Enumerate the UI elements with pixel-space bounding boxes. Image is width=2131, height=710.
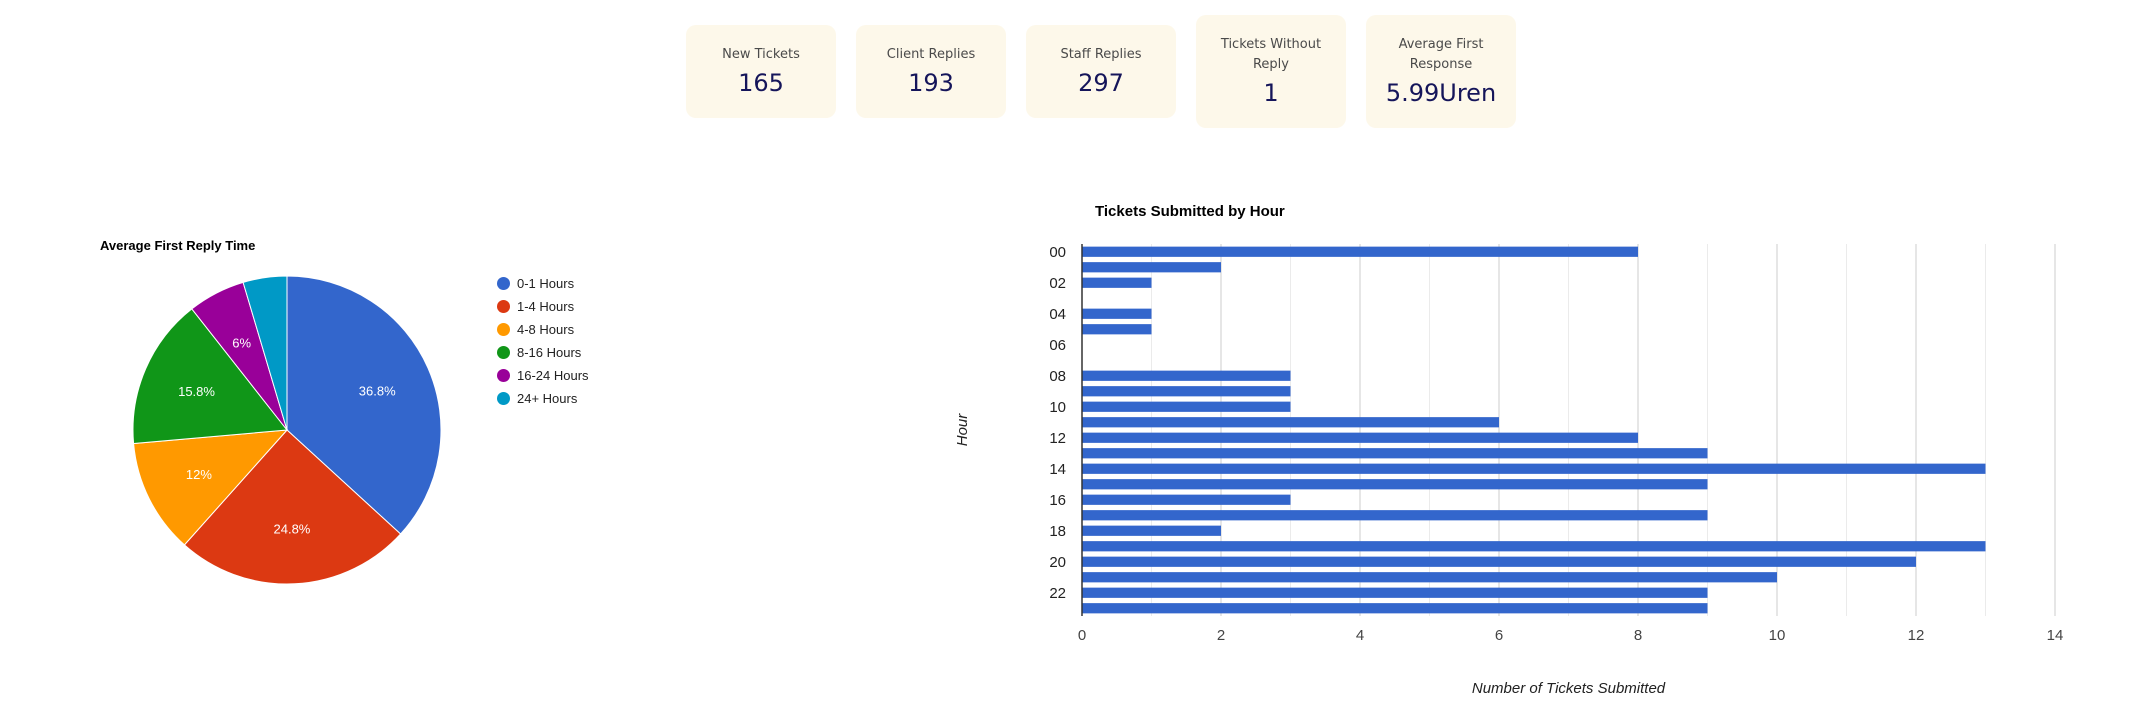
pie-slice-8-16-hours[interactable]	[132, 308, 288, 445]
legend-item[interactable]: 16-24 Hours	[497, 364, 589, 387]
y-tick-label: 14	[1049, 461, 1066, 478]
legend-item[interactable]: 4-8 Hours	[497, 318, 589, 341]
y-tick-label: 04	[1049, 306, 1066, 323]
legend-label: 1-4 Hours	[517, 299, 575, 314]
stat-label: Client Replies	[886, 46, 976, 62]
y-tick-label: 10	[1049, 399, 1066, 416]
y-tick-label: 12	[1049, 430, 1066, 447]
legend-swatch-icon	[497, 323, 510, 336]
legend-item[interactable]: 1-4 Hours	[497, 295, 589, 318]
x-tick-label: 8	[1634, 627, 1642, 644]
stat-value: 165	[738, 68, 784, 97]
stat-label: New Tickets	[722, 46, 800, 62]
stat-value: 297	[1078, 68, 1124, 97]
bar-hour-11[interactable]	[1082, 417, 1499, 428]
pie-slice-1-4-hours[interactable]	[183, 429, 402, 585]
stat-card-tickets-without-reply: Tickets Without Reply 1	[1196, 15, 1346, 128]
legend-item[interactable]: 8-16 Hours	[497, 341, 589, 364]
bar-hour-05[interactable]	[1082, 324, 1152, 335]
legend-swatch-icon	[497, 300, 510, 313]
pie-slice-4-8-hours[interactable]	[133, 429, 289, 546]
legend-swatch-icon	[497, 392, 510, 405]
bar-hour-17[interactable]	[1082, 510, 1708, 521]
x-tick-label: 0	[1078, 627, 1086, 644]
bar-hour-22[interactable]	[1082, 587, 1708, 598]
pie-chart: 36.8% 24.8% 12% 15.8% 6%	[132, 275, 442, 585]
pie-slice-label: 24.8%	[274, 521, 311, 536]
x-tick-label: 14	[2047, 627, 2064, 644]
y-tick-label: 06	[1049, 337, 1066, 354]
legend-label: 16-24 Hours	[517, 368, 589, 383]
bar-hour-18[interactable]	[1082, 525, 1221, 536]
y-tick-label: 18	[1049, 523, 1066, 540]
stat-value: 5.99Uren	[1385, 78, 1497, 107]
y-tick-label: 22	[1049, 585, 1066, 602]
legend-label: 4-8 Hours	[517, 322, 575, 337]
pie-slice-label: 12%	[186, 467, 212, 482]
pie-slice-label: 6%	[232, 335, 251, 350]
stat-label: Staff Replies	[1060, 46, 1142, 62]
x-tick-label: 10	[1769, 627, 1786, 644]
bar-chart-title: Tickets Submitted by Hour	[1095, 203, 1285, 220]
bar-hour-21[interactable]	[1082, 572, 1777, 583]
y-tick-label: 00	[1049, 244, 1066, 261]
pie-slice-label: 15.8%	[178, 384, 215, 399]
x-tick-label: 12	[1908, 627, 1925, 644]
bar-hour-23[interactable]	[1082, 603, 1708, 614]
bar-hour-13[interactable]	[1082, 448, 1708, 459]
stat-card-client-replies: Client Replies 193	[856, 25, 1006, 118]
bar-hour-09[interactable]	[1082, 386, 1291, 397]
legend-swatch-icon	[497, 346, 510, 359]
y-tick-label: 08	[1049, 368, 1066, 385]
legend-label: 8-16 Hours	[517, 345, 582, 360]
stat-card-average-first-response: Average First Response 5.99Uren	[1366, 15, 1516, 128]
legend-swatch-icon	[497, 277, 510, 290]
x-axis-title: Number of Tickets Submitted	[1472, 680, 1666, 697]
bar-hour-12[interactable]	[1082, 432, 1638, 443]
bar-hour-02[interactable]	[1082, 277, 1152, 288]
bar-hour-14[interactable]	[1082, 463, 1986, 474]
bar-hour-10[interactable]	[1082, 401, 1291, 412]
bar-hour-01[interactable]	[1082, 262, 1221, 273]
x-tick-label: 2	[1217, 627, 1225, 644]
y-tick-label: 02	[1049, 275, 1066, 292]
y-tick-label: 20	[1049, 554, 1066, 571]
bar-hour-19[interactable]	[1082, 541, 1986, 552]
bar-hour-04[interactable]	[1082, 308, 1152, 319]
x-tick-label: 4	[1356, 627, 1364, 644]
x-tick-label: 6	[1495, 627, 1503, 644]
y-axis-title: Hour	[954, 413, 971, 447]
pie-slice-0-1-hours[interactable]	[286, 275, 442, 535]
bar-hour-16[interactable]	[1082, 494, 1291, 505]
legend-item[interactable]: 0-1 Hours	[497, 272, 589, 295]
legend-swatch-icon	[497, 369, 510, 382]
legend-label: 0-1 Hours	[517, 276, 575, 291]
bar-hour-15[interactable]	[1082, 479, 1708, 490]
bar-hour-20[interactable]	[1082, 556, 1916, 567]
stat-card-staff-replies: Staff Replies 297	[1026, 25, 1176, 118]
bar-hour-00[interactable]	[1082, 246, 1638, 257]
y-tick-label: 16	[1049, 492, 1066, 509]
stat-label: Tickets Without Reply	[1220, 36, 1322, 72]
legend-label: 24+ Hours	[517, 391, 578, 406]
pie-slice-label: 36.8%	[359, 383, 396, 398]
stat-value: 193	[908, 68, 954, 97]
pie-legend: 0-1 Hours 1-4 Hours 4-8 Hours 8-16 Hours 16-…	[497, 272, 589, 410]
stat-label: Average First Response	[1398, 36, 1484, 72]
stat-card-new-tickets: New Tickets 165	[686, 25, 836, 118]
pie-chart-title: Average First Reply Time	[100, 238, 256, 253]
legend-item[interactable]: 24+ Hours	[497, 387, 589, 410]
bar-hour-08[interactable]	[1082, 370, 1291, 381]
pie-slice-24-hours[interactable]	[242, 275, 288, 431]
stat-value: 1	[1263, 78, 1279, 107]
